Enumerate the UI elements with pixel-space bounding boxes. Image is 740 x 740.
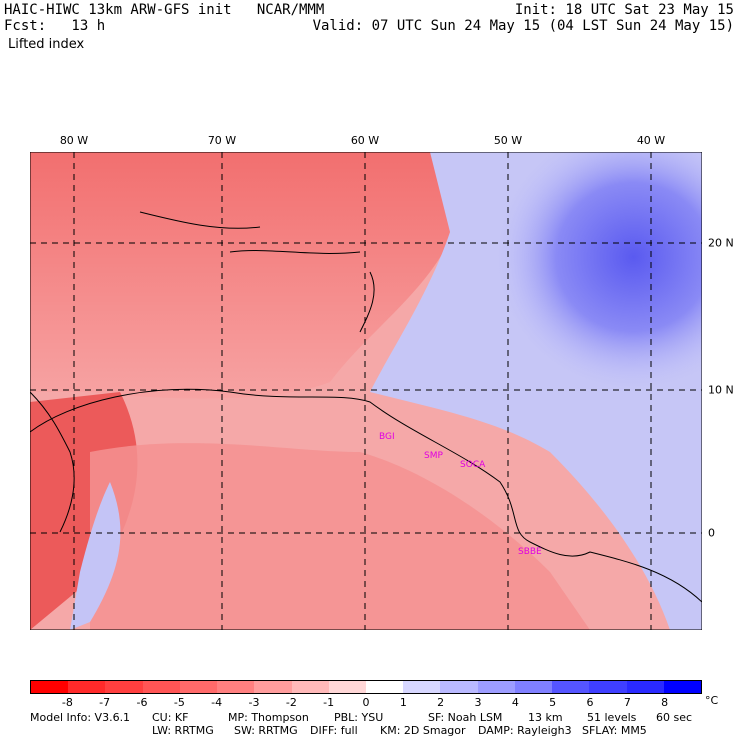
colorbar [30,680,702,694]
station-sbbe: SBBE [518,547,542,557]
station-soca: SOCA [460,460,486,470]
colorbar-tick-label: 3 [474,696,482,709]
land-south [90,443,590,630]
footer-line1-res: 13 km [528,711,563,724]
colorbar-swatch [440,681,478,693]
lifted-index-map [30,152,702,630]
footer-line1-sf: SF: Noah LSM [428,711,503,724]
footer-line1-model: Model Info: V3.6.1 [30,711,131,724]
colorbar-swatch [31,681,69,693]
colorbar-tick-label: 7 [623,696,631,709]
cold-core [390,152,702,452]
colorbar-tick-label: 2 [437,696,445,709]
colorbar-tick-label: -1 [323,696,335,709]
colorbar-tick-label: -6 [136,696,148,709]
coastline-caribbean-islands [139,211,375,333]
colorbar-tick-label: 5 [549,696,557,709]
lon-label-70w: 70 W [207,134,237,147]
footer-line2-sflay: SFLAY: MM5 [582,724,647,737]
colorbar-tick-label: 1 [399,696,407,709]
colorbar-swatch [365,681,404,693]
footer-line2-diff: DIFF: full [310,724,358,737]
header-title: HAIC-HIWC 13km ARW-GFS init NCAR/MMM [4,2,325,18]
footer-line1-dt: 60 sec [656,711,693,724]
footer-line2-sw: SW: RRTMG [234,724,298,737]
colorbar-swatch [514,681,553,693]
colorbar-swatch [663,681,701,693]
lon-label-50w: 50 W [493,134,523,147]
station-bgi: BGI [379,432,395,442]
colorbar-tick-label: -2 [285,696,297,709]
lat-label-20n: 20 N [708,236,734,250]
colorbar-tick-label: -5 [173,696,185,709]
header-valid-time: Valid: 07 UTC Sun 24 May 15 (04 LST Sun … [312,18,734,34]
colorbar-tick-label: 4 [511,696,519,709]
colorbar-swatch [477,681,515,693]
footer-line1-levels: 51 levels [587,711,637,724]
colorbar-swatch [105,681,143,693]
footer-line2-damp: DAMP: Rayleigh3 [478,724,572,737]
header-init: Init: 18 UTC Sat 23 May 15 [514,2,734,18]
cool-strip-coast [70,482,121,630]
colorbar-swatch [626,681,664,693]
colorbar-tick-label: 6 [586,696,594,709]
colorbar-swatch [254,681,292,693]
colorbar-tick-label: -3 [248,696,260,709]
colorbar-swatch [179,681,218,693]
footer-line2-km: KM: 2D Smagor [380,724,466,737]
colorbar-tick-label: -7 [99,696,111,709]
colorbar-swatch [589,681,627,693]
coastline-south-america [30,388,702,603]
lon-label-80w: 80 W [59,134,89,147]
colorbar-swatch [217,681,255,693]
colorbar-swatch [142,681,180,693]
footer-line1-pbl: PBL: YSU [334,711,384,724]
colorbar-tick-label: 0 [362,696,370,709]
colorbar-swatch [68,681,106,693]
footer-line2-lw: LW: RRTMG [152,724,214,737]
colorbar-unit: °C [705,694,719,707]
colorbar-tick-label: -8 [61,696,73,709]
lat-label-0: 0 [708,526,715,540]
footer-line1-cu: CU: KF [152,711,189,724]
footer-line1-mp: MP: Thompson [228,711,309,724]
colorbar-tick-label: 8 [661,696,669,709]
lon-label-40w: 40 W [636,134,666,147]
warm-region-north [30,152,464,399]
header-forecast-hour: Fcst: 13 h [4,18,106,34]
lat-label-10n: 10 N [708,383,734,397]
colorbar-swatch [403,681,441,693]
field-name: Lifted index [8,37,85,52]
colorbar-swatch [552,681,590,693]
lon-label-60w: 60 W [350,134,380,147]
colorbar-swatch [328,681,366,693]
colorbar-tick-label: -4 [211,696,223,709]
coastline-central-america [30,391,75,533]
station-smp: SMP [424,451,443,461]
graticule [30,152,702,630]
colorbar-swatch [291,681,329,693]
